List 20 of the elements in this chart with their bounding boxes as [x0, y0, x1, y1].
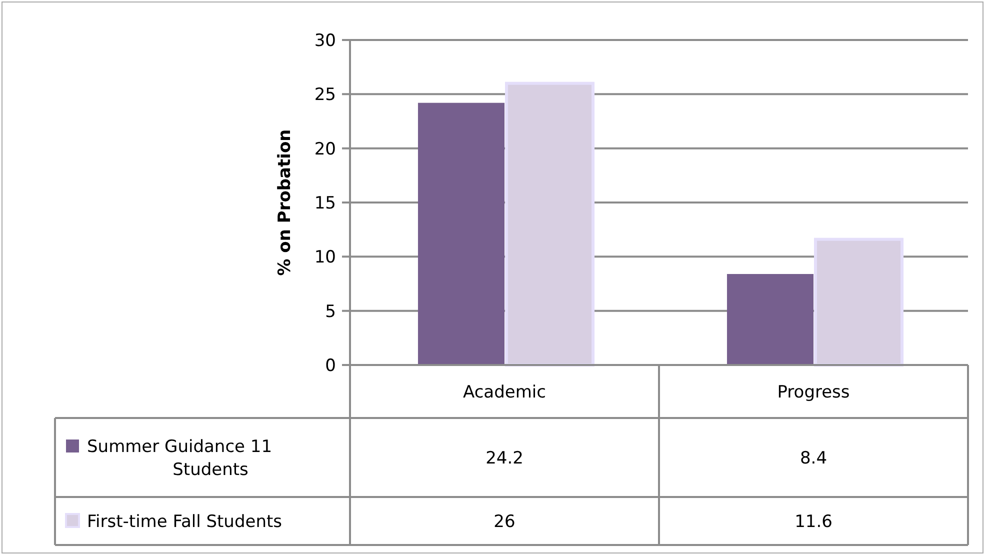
y-tick-label: 30 — [314, 30, 336, 51]
data-label: 8.4 — [800, 448, 828, 468]
y-tick-label: 0 — [325, 356, 336, 376]
data-label: 24.2 — [486, 448, 524, 468]
y-tick-label: 10 — [314, 248, 336, 268]
legend-label: First-time Fall Students — [87, 512, 282, 532]
x-tick-label: Progress — [777, 382, 850, 402]
bar — [726, 274, 814, 365]
data-label: 26 — [494, 512, 516, 532]
y-tick-label: 15 — [314, 193, 336, 214]
y-tick-label: 20 — [314, 139, 336, 160]
legend-label: Summer Guidance 11 Students — [87, 436, 272, 480]
bar — [814, 238, 904, 366]
x-tick-label: Academic — [463, 382, 546, 402]
bar — [418, 102, 504, 365]
bar — [505, 82, 595, 366]
y-axis-title: % on Probation — [275, 129, 295, 276]
y-tick-label: 5 — [325, 302, 336, 322]
y-tick-label: 25 — [314, 85, 336, 106]
data-label: 11.6 — [794, 512, 832, 532]
